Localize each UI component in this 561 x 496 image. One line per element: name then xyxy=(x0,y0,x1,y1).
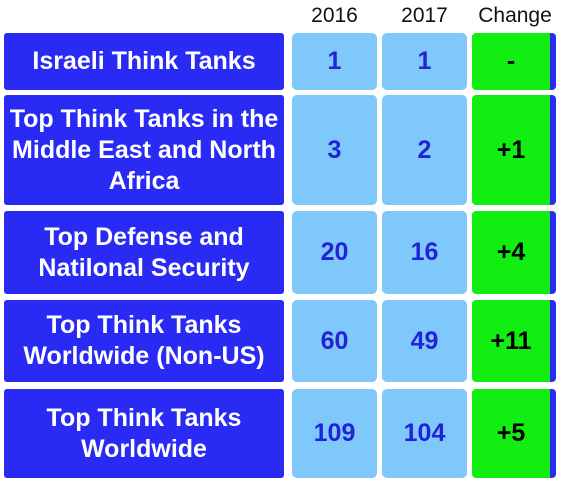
row-label: Top Defense and Natilonal Security xyxy=(4,211,284,294)
value-change: +11 xyxy=(472,300,556,382)
value-2016: 3 xyxy=(292,95,377,205)
value-change: +1 xyxy=(472,95,556,205)
row-label: Top Think Tanks Worldwide (Non-US) xyxy=(4,300,284,382)
value-2016: 1 xyxy=(292,33,377,90)
value-2016: 20 xyxy=(292,211,377,294)
value-change: +4 xyxy=(472,211,556,294)
row-label: Top Think Tanks Worldwide xyxy=(4,389,284,478)
header-2017: 2017 xyxy=(401,4,448,27)
value-2017: 1 xyxy=(382,33,467,90)
value-2017: 2 xyxy=(382,95,467,205)
row-label: Top Think Tanks in the Middle East and N… xyxy=(4,95,284,205)
value-2016: 109 xyxy=(292,389,377,478)
value-2017: 104 xyxy=(382,389,467,478)
row-label: Israeli Think Tanks xyxy=(4,33,284,90)
value-2017: 16 xyxy=(382,211,467,294)
value-change: - xyxy=(472,33,556,90)
value-2017: 49 xyxy=(382,300,467,382)
header-change: Change xyxy=(478,4,552,27)
value-change: +5 xyxy=(472,389,556,478)
header-2016: 2016 xyxy=(311,4,358,27)
value-2016: 60 xyxy=(292,300,377,382)
